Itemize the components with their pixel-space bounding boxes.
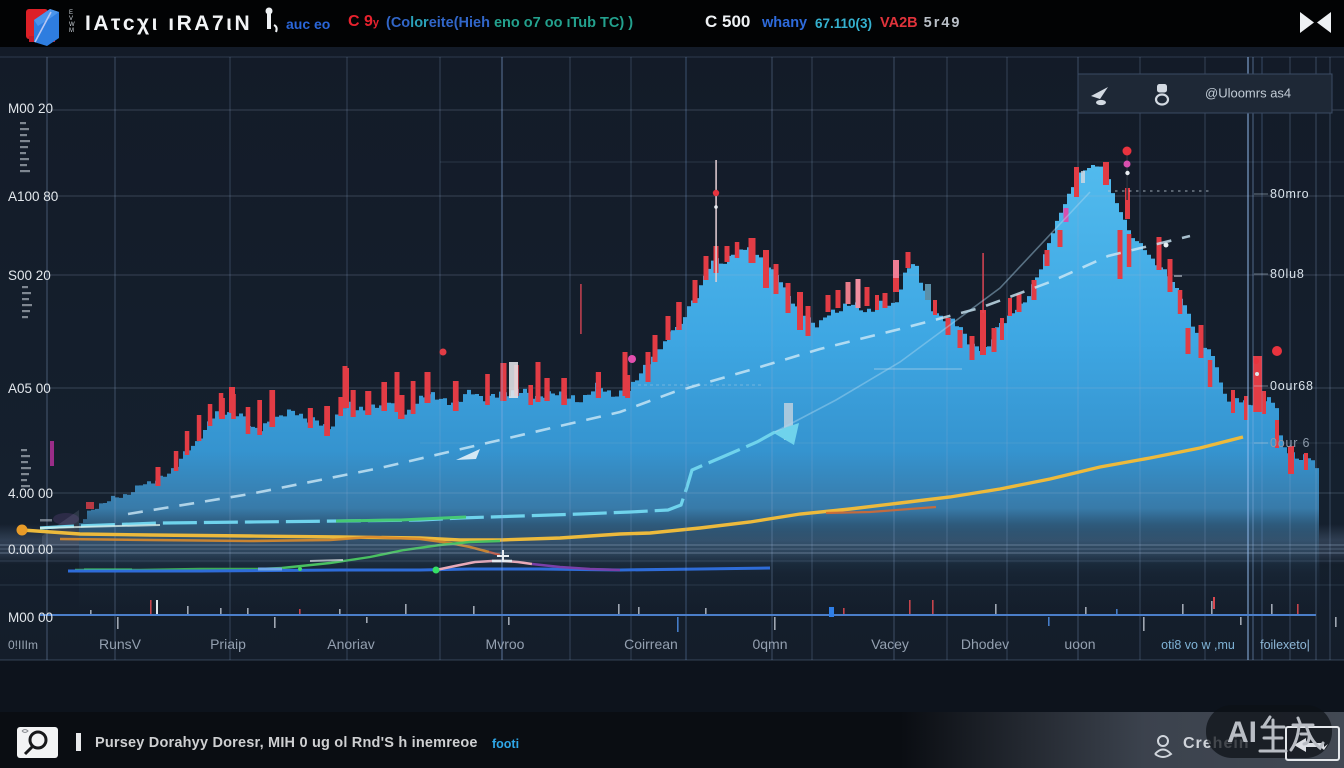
svg-text:A100 80: A100 80 <box>8 189 58 204</box>
svg-text:M00 00: M00 00 <box>8 610 53 625</box>
svg-text:0!IIIm: 0!IIIm <box>8 638 38 652</box>
svg-text:foilexeto|: foilexeto| <box>1260 638 1310 652</box>
svg-text:A05 00: A05 00 <box>8 381 51 396</box>
svg-text:4.00 00: 4.00 00 <box>8 486 53 501</box>
svg-text:0our68: 0our68 <box>1270 379 1314 393</box>
svg-text:uoon: uoon <box>1064 636 1095 652</box>
svg-text:80lu8: 80lu8 <box>1270 267 1305 281</box>
svg-text:Mvroo: Mvroo <box>486 636 525 652</box>
svg-text:S00 20: S00 20 <box>8 268 51 283</box>
svg-text:M00 20: M00 20 <box>8 101 53 116</box>
svg-text:Vacey: Vacey <box>871 636 909 652</box>
svg-text:oti8 vo w ,mu: oti8 vo w ,mu <box>1161 638 1235 652</box>
svg-text:0qmn: 0qmn <box>752 636 787 652</box>
svg-text:Anoriav: Anoriav <box>327 636 374 652</box>
svg-text:0our 6: 0our 6 <box>1270 436 1310 450</box>
svg-text:0.00 00: 0.00 00 <box>8 542 53 557</box>
svg-text:@Uloomrs as4: @Uloomrs as4 <box>1205 86 1291 101</box>
svg-text:Coirrean: Coirrean <box>624 636 678 652</box>
svg-text:Priaip: Priaip <box>210 636 246 652</box>
svg-text:Dhodev: Dhodev <box>961 636 1009 652</box>
svg-text:RunsV: RunsV <box>99 636 142 652</box>
svg-text:80mro: 80mro <box>1270 187 1309 201</box>
